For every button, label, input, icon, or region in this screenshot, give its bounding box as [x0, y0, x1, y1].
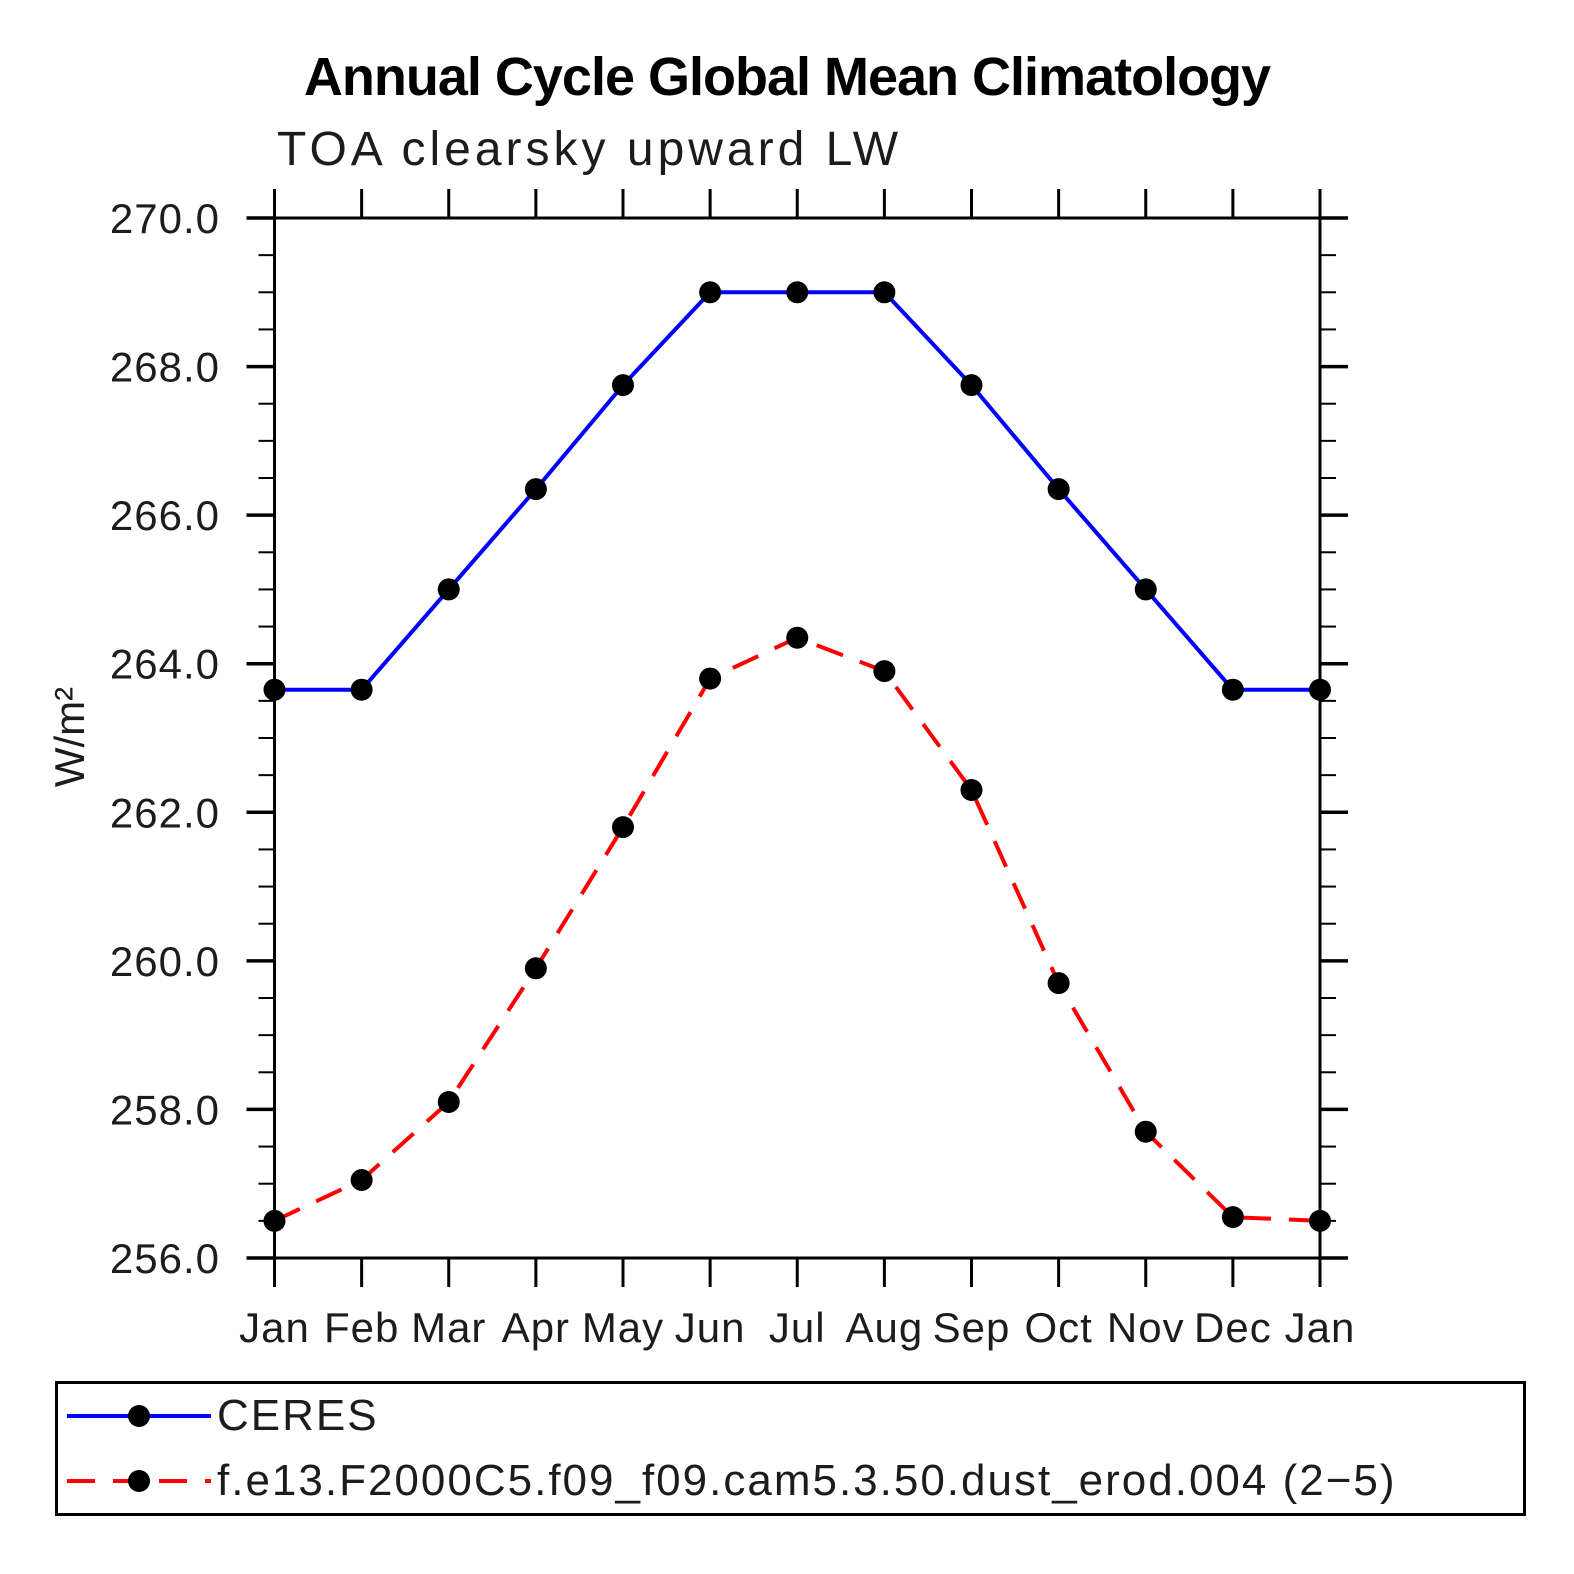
- legend-label-ceres: CERES: [217, 1391, 379, 1441]
- data-point-0: [699, 281, 722, 304]
- y-tick-label: 270.0: [110, 195, 220, 242]
- legend-sample-model-line: [67, 1469, 211, 1492]
- data-point-0: [786, 281, 809, 304]
- data-point-0: [873, 281, 896, 304]
- plot-frame: [273, 216, 1322, 1260]
- x-tick-label: Oct: [1024, 1304, 1092, 1351]
- data-point-1: [350, 1169, 373, 1191]
- data-point-1: [437, 1091, 460, 1113]
- data-point-0: [263, 678, 286, 701]
- y-tick-label: 258.0: [110, 1086, 220, 1133]
- legend-item-ceres: CERES: [65, 1391, 1523, 1441]
- data-point-0: [1047, 478, 1070, 501]
- x-tick-label: Dec: [1194, 1304, 1272, 1351]
- y-tick-label: 256.0: [110, 1235, 220, 1282]
- series-line-1: [273, 635, 1321, 1223]
- data-point-0: [1221, 678, 1244, 701]
- data-point-1: [786, 626, 809, 649]
- x-tick-label: Jan: [239, 1304, 310, 1351]
- x-tick-label: Aug: [846, 1304, 924, 1351]
- legend-box: CERES f.e13.F2000C5.f09_f09.cam5.3.50.du…: [55, 1381, 1526, 1516]
- legend-sample-ceres-line: [67, 1405, 211, 1428]
- legend-item-model: f.e13.F2000C5.f09_f09.cam5.3.50.dust_ero…: [65, 1456, 1523, 1506]
- x-tick-label: Jun: [675, 1304, 746, 1351]
- data-point-1: [960, 779, 983, 801]
- data-point-1: [1134, 1120, 1157, 1143]
- legend-marker-dot: [128, 1469, 150, 1492]
- x-tick-label: Mar: [411, 1304, 486, 1351]
- x-tick-label: Sep: [933, 1304, 1011, 1351]
- data-point-1: [699, 667, 722, 690]
- data-point-1: [263, 1209, 286, 1232]
- legend-label-model: f.e13.F2000C5.f09_f09.cam5.3.50.dust_ero…: [217, 1455, 1397, 1505]
- data-point-0: [1309, 678, 1331, 701]
- x-tick-label: Nov: [1107, 1304, 1185, 1351]
- data-point-0: [612, 374, 634, 397]
- data-point-0: [1134, 578, 1157, 601]
- y-tick-label: 260.0: [110, 938, 220, 985]
- x-tick-label: May: [582, 1304, 664, 1351]
- data-point-1: [1309, 1209, 1331, 1232]
- y-tick-label: 266.0: [110, 492, 220, 539]
- legend-marker-dot: [128, 1405, 150, 1428]
- x-tick-label: Apr: [502, 1304, 570, 1351]
- x-tick-label: Jul: [769, 1304, 826, 1351]
- chart-title: Annual Cycle Global Mean Climatology: [303, 47, 1271, 107]
- data-point-1: [873, 660, 896, 683]
- data-point-1: [1047, 972, 1070, 995]
- x-tick-label: Jan: [1285, 1304, 1356, 1351]
- data-point-0: [437, 578, 460, 601]
- x-tick-label: Feb: [324, 1304, 399, 1351]
- chart-subtitle: TOA clearsky upward LW: [277, 123, 903, 176]
- data-point-1: [524, 957, 547, 980]
- data-point-1: [612, 816, 634, 839]
- data-point-1: [1221, 1206, 1244, 1229]
- data-point-0: [350, 678, 373, 701]
- y-tick-label: 262.0: [110, 789, 220, 836]
- data-point-0: [524, 478, 547, 501]
- y-tick-label: 264.0: [110, 641, 220, 688]
- data-point-0: [960, 374, 983, 397]
- y-tick-label: 268.0: [110, 344, 220, 391]
